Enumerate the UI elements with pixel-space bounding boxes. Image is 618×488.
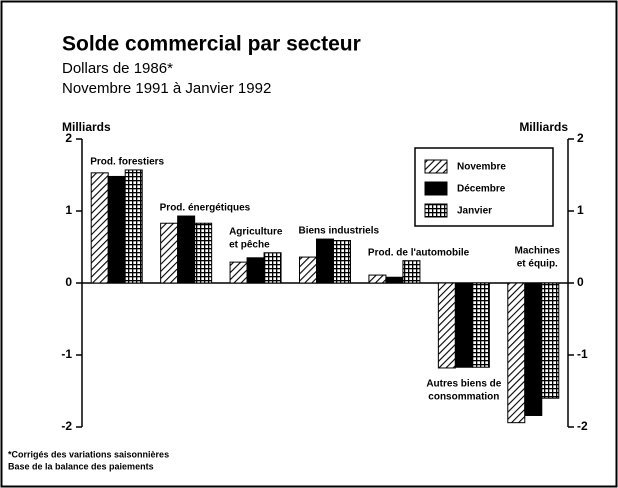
y-tick-label: -1 xyxy=(61,347,72,361)
bar xyxy=(299,256,317,284)
footnote: Base de la balance des paiements xyxy=(8,461,154,471)
bar xyxy=(437,282,456,369)
y2-axis-label: Milliards xyxy=(519,120,568,134)
y2-tick-label: 2 xyxy=(577,131,584,145)
y-tick-label: 1 xyxy=(65,203,72,217)
bar xyxy=(316,238,334,284)
legend-label: Décembre xyxy=(457,184,506,195)
category-label: Autres biens de xyxy=(426,379,501,390)
legend-swatch xyxy=(424,159,448,174)
y2-tick-label: -2 xyxy=(577,419,588,433)
bar xyxy=(385,276,404,284)
bar xyxy=(90,172,109,284)
bar xyxy=(124,169,143,284)
bar xyxy=(263,252,282,284)
subtitle: Novembre 1991 à Janvier 1992 xyxy=(62,80,271,97)
y-tick-label: 0 xyxy=(65,275,72,289)
category-label: et équip. xyxy=(517,259,558,270)
bar xyxy=(471,282,490,368)
category-label: Prod. énergétiques xyxy=(160,203,251,214)
bar xyxy=(333,240,351,284)
category-label: Machines xyxy=(514,246,560,257)
bar xyxy=(177,215,196,284)
legend-label: Janvier xyxy=(457,206,492,217)
y2-tick-label: -1 xyxy=(577,347,588,361)
chart-title: Solde commercial par secteur xyxy=(62,33,361,56)
subtitle: Dollars de 1986* xyxy=(62,60,173,77)
bar xyxy=(229,261,248,284)
bar xyxy=(194,222,213,284)
footnote: *Corrigés des variations saisonnières xyxy=(8,449,169,459)
bar xyxy=(368,274,387,284)
bar xyxy=(246,257,265,284)
bar xyxy=(541,282,560,399)
category-label: consommation xyxy=(428,392,499,403)
category-label: et pêche xyxy=(229,239,270,250)
bar xyxy=(507,282,526,424)
bar xyxy=(454,282,473,368)
bar xyxy=(402,260,421,284)
y-tick-label: 2 xyxy=(65,131,72,145)
y2-tick-label: 0 xyxy=(577,275,584,289)
category-label: Biens industriels xyxy=(299,226,380,237)
legend-swatch xyxy=(424,203,448,218)
legend-label: Novembre xyxy=(457,162,506,173)
y-axis-label: Milliards xyxy=(62,120,111,134)
bar xyxy=(524,282,543,416)
bar xyxy=(160,222,179,284)
category-label: Prod. forestiers xyxy=(90,157,164,168)
y2-tick-label: 1 xyxy=(577,203,584,217)
category-label: Agriculture xyxy=(229,226,283,237)
category-label: Prod. de l'automobile xyxy=(368,247,470,258)
legend-swatch xyxy=(424,181,448,196)
y-tick-label: -2 xyxy=(61,419,72,433)
bar xyxy=(107,175,126,284)
